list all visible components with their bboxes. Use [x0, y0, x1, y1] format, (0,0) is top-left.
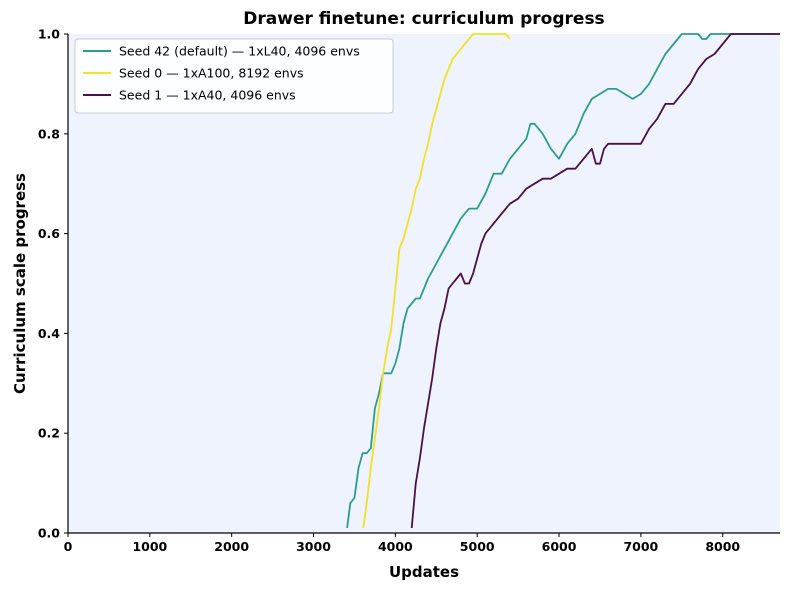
- series-line-0: [346, 33, 780, 529]
- x-tick-label: 5000: [460, 539, 495, 554]
- y-tick-label: 0.2: [38, 426, 60, 441]
- x-tick-label: 6000: [542, 539, 577, 554]
- axes-layer: [67, 34, 780, 534]
- y-tick-label: 0.0: [38, 526, 60, 541]
- chart-title: Drawer finetune: curriculum progress: [243, 9, 604, 29]
- series-layer: [346, 33, 780, 529]
- x-axis-title: Updates: [389, 563, 459, 581]
- legend-box: [74, 38, 394, 114]
- y-tick-label: 0.6: [38, 226, 60, 241]
- series-line-2: [410, 33, 780, 529]
- x-tick-label: 1000: [132, 539, 167, 554]
- legend: Seed 42 (default) — 1xL40, 4096 envs Seed…: [74, 38, 394, 114]
- x-tick-label: 0: [64, 539, 73, 554]
- plot-background: [68, 34, 780, 533]
- y-tick-label: 0.4: [38, 326, 60, 341]
- legend-entry: Seed 42 (default) — 1xL40, 4096 envs: [119, 44, 360, 59]
- y-tick-label: 0.8: [38, 126, 60, 141]
- x-tick-label: 4000: [378, 539, 413, 554]
- x-tick-label: 7000: [623, 539, 658, 554]
- series-line-1: [362, 33, 511, 529]
- legend-entry: Seed 0 — 1xA100, 8192 envs: [119, 66, 304, 81]
- x-tick-label: 2000: [214, 539, 249, 554]
- y-tick-label: 1.0: [38, 27, 60, 42]
- y-axis-title: Curriculum scale progress: [11, 173, 29, 394]
- ticks-layer: 0 1000 2000 3000 4000 5000 6000 7000 8000 0.0 0.2 0…: [38, 27, 741, 555]
- legend-entry: Seed 1 — 1xA40, 4096 envs: [119, 88, 296, 103]
- x-tick-label: 8000: [705, 539, 740, 554]
- x-tick-label: 3000: [296, 539, 331, 554]
